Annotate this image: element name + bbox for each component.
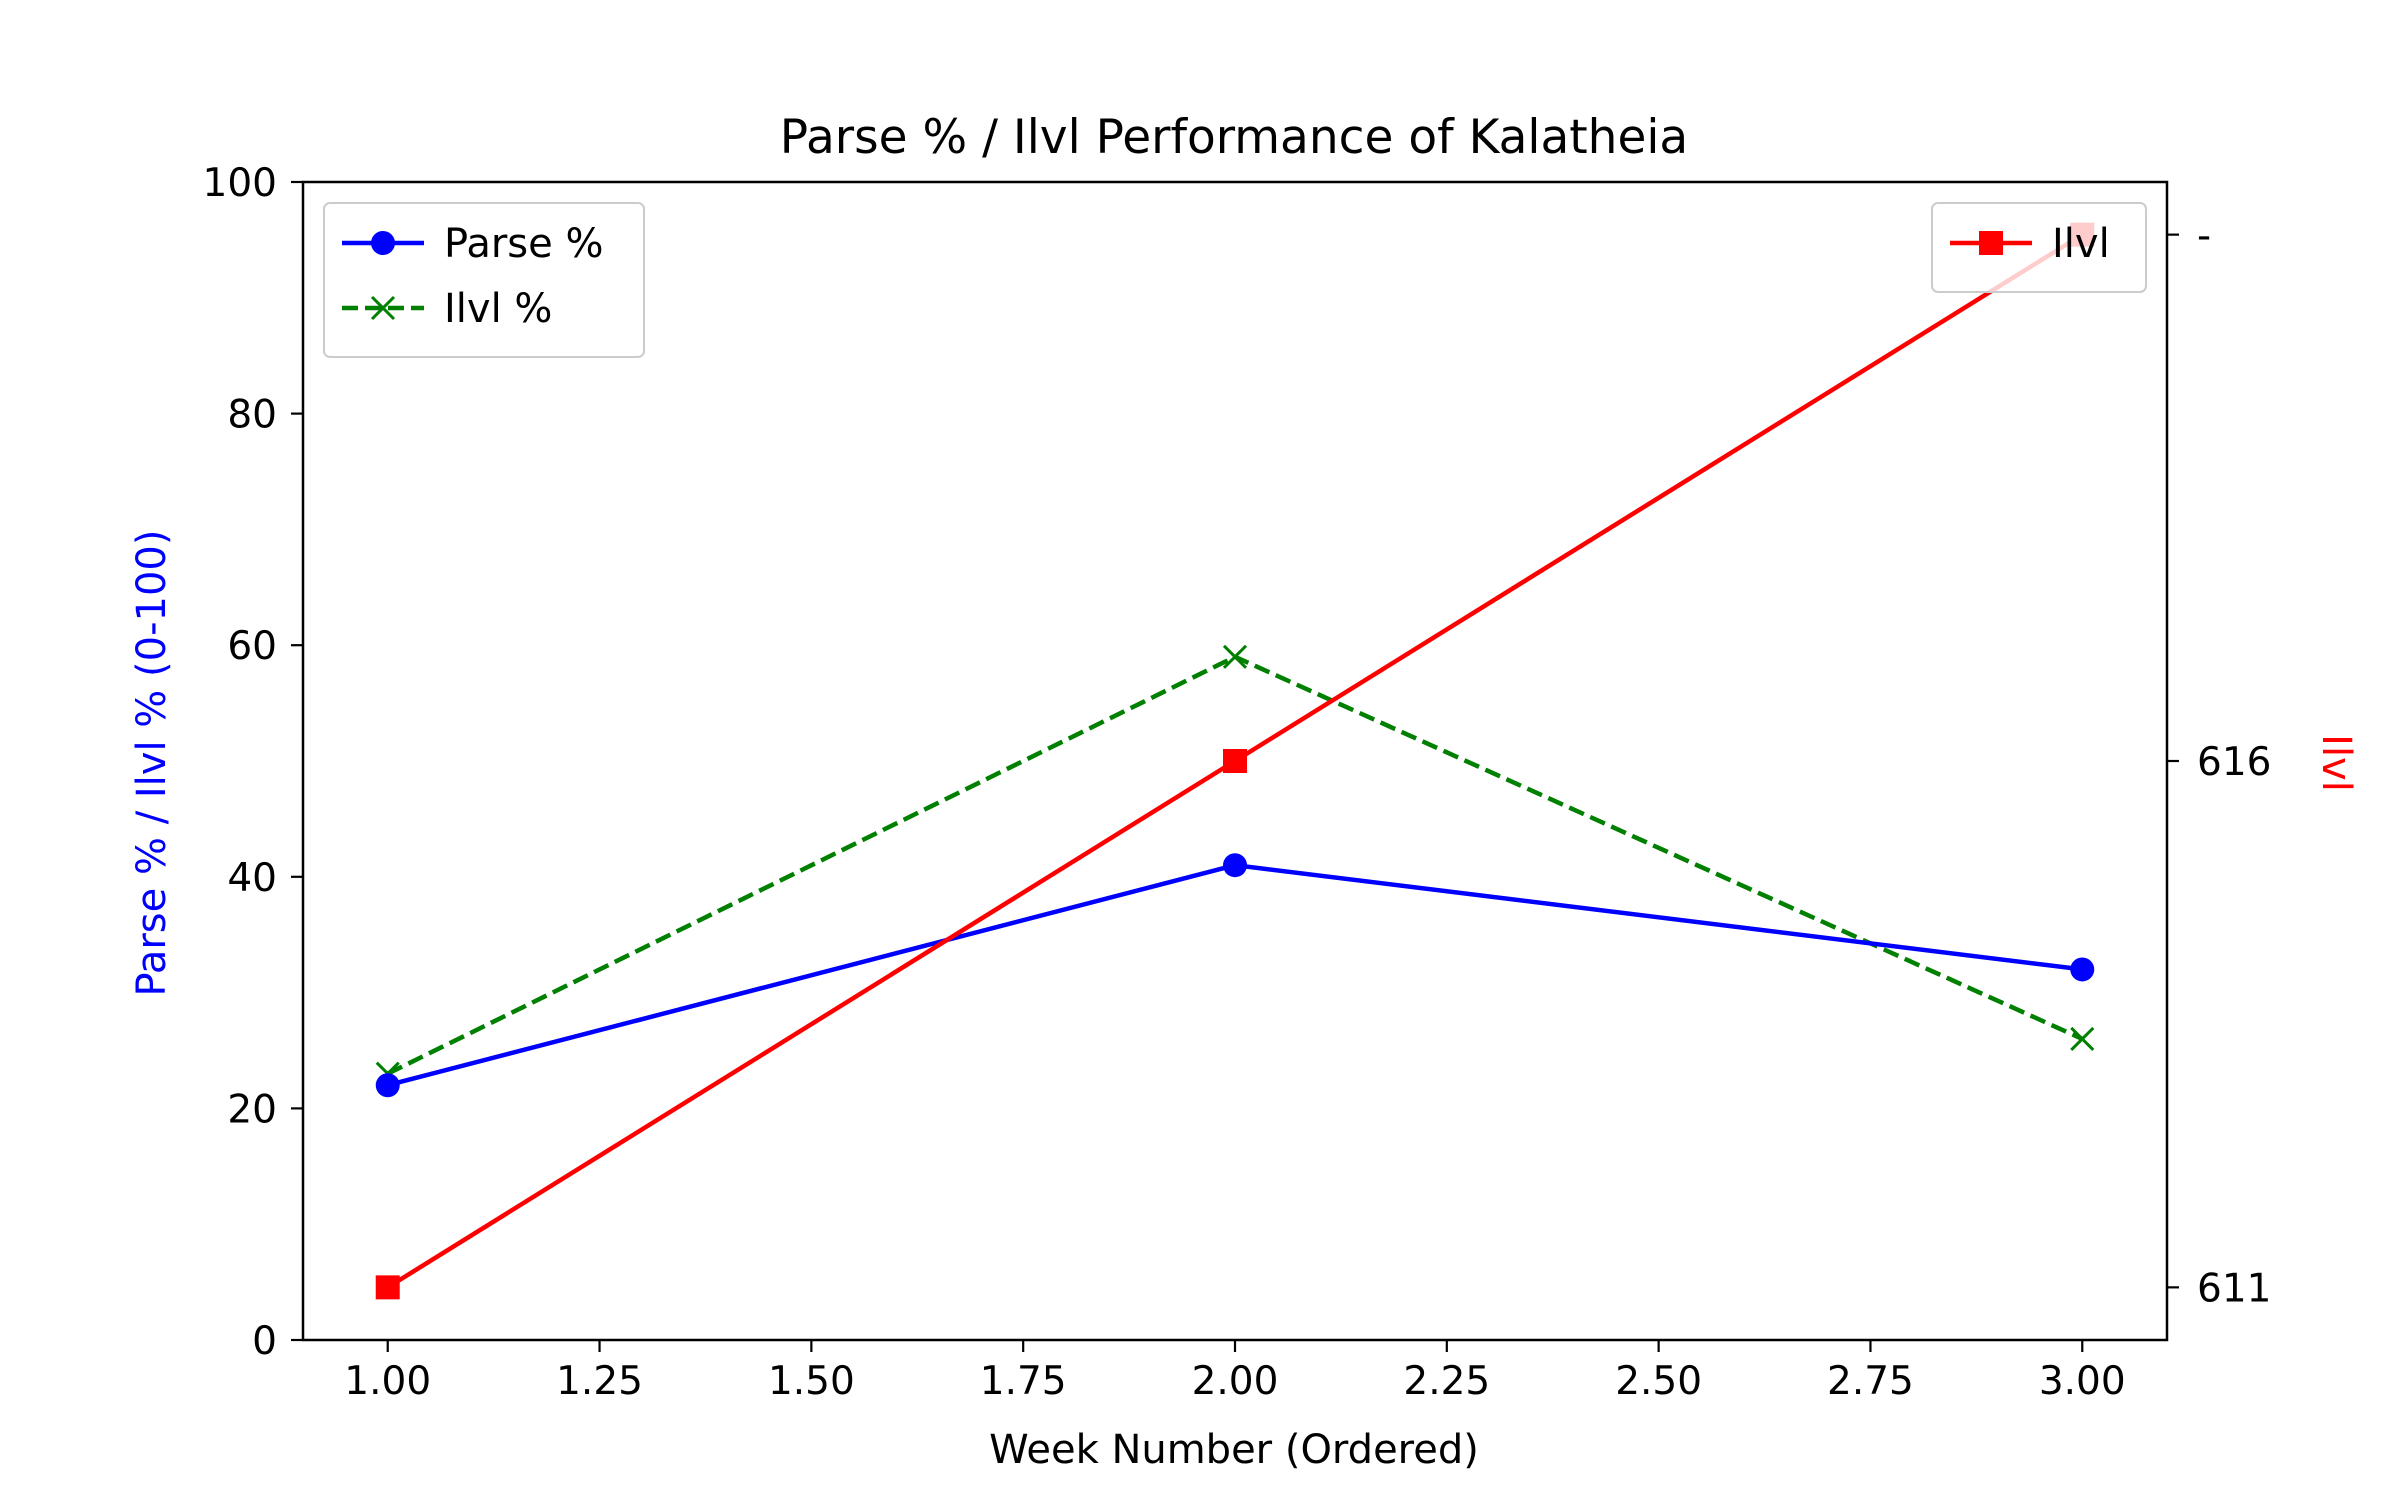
- legend-label: Ilvl %: [444, 286, 552, 332]
- y-axis-right: 611 616 -: [2167, 214, 2271, 1311]
- x-tick-label: 1.25: [556, 1359, 643, 1404]
- x-tick-label: 2.75: [1827, 1359, 1914, 1404]
- y-axis-left: 0 20 40 60 80 100: [203, 161, 303, 1364]
- chart-title: Parse % / Ilvl Performance of Kalatheia: [780, 110, 1688, 165]
- x-axis: 1.00 1.25 1.50 1.75 2.00 2.25 2.50 2.75 3.00: [344, 1340, 2126, 1404]
- x-tick-label: 2.25: [1403, 1359, 1490, 1404]
- data-point: [375, 1073, 400, 1098]
- legend-marker: [1979, 231, 2003, 255]
- y-tick-label: 80: [227, 393, 277, 438]
- x-tick-label: 2.50: [1615, 1359, 1702, 1404]
- data-point: [1223, 853, 1247, 878]
- plot-area: [375, 222, 2095, 1300]
- y-tick-label: 0: [252, 1319, 277, 1364]
- y-tick-label: 60: [227, 624, 277, 669]
- data-point: [1223, 749, 1247, 773]
- x-tick-label: 1.00: [344, 1359, 431, 1404]
- y2-tick-label: -: [2197, 214, 2211, 259]
- data-point: [1222, 644, 1248, 669]
- series-parse: [375, 853, 2095, 1098]
- legend-marker: [370, 295, 396, 321]
- legend-label: Ilvl: [2052, 221, 2110, 267]
- legend-left: Parse % Ilvl %: [323, 202, 645, 358]
- plot-frame: [301, 180, 2169, 1342]
- x-tick-label: 1.50: [768, 1359, 855, 1404]
- x-axis-label: Week Number (Ordered): [989, 1427, 1479, 1473]
- y-tick-label: 40: [227, 856, 277, 901]
- y-axis-right-label: Ilvl: [2313, 734, 2359, 792]
- x-tick-label: 2.00: [1192, 1359, 1279, 1404]
- data-point: [2070, 957, 2095, 982]
- y-axis-left-label: Parse % / Ilvl % (0-100): [129, 530, 175, 997]
- data-point: [2070, 1026, 2095, 1051]
- legend-right: Ilvl: [1931, 202, 2147, 293]
- series-ilvl: [375, 644, 2095, 1086]
- x-tick-label: 1.75: [980, 1359, 1067, 1404]
- legend-marker: [371, 231, 395, 255]
- legend-label: Parse %: [444, 221, 603, 267]
- legend-box: [1931, 202, 2147, 293]
- y2-tick-label: 616: [2197, 740, 2271, 785]
- y-tick-label: 100: [203, 161, 277, 206]
- x-tick-label: 3.00: [2039, 1359, 2126, 1404]
- data-point: [375, 1275, 400, 1300]
- y-tick-label: 20: [227, 1087, 277, 1132]
- y2-tick-label: 611: [2197, 1266, 2271, 1311]
